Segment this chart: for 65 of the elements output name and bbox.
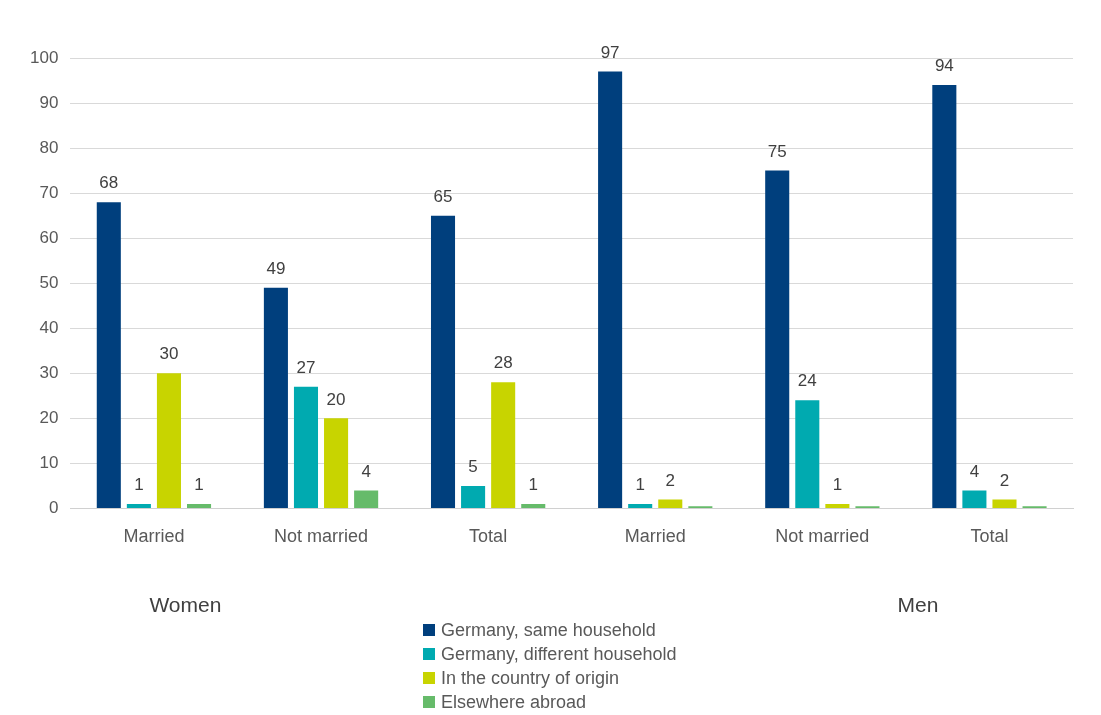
x-tick-label: Not married — [775, 526, 870, 547]
bar — [825, 503, 850, 508]
bar — [598, 71, 623, 508]
y-tick-label: 90 — [39, 92, 59, 112]
x-tick-label: Married — [123, 526, 185, 547]
data-label: 2 — [665, 470, 676, 490]
x-tick-label: Total — [970, 526, 1009, 547]
bar — [962, 490, 987, 508]
bar — [521, 503, 546, 508]
data-label: 1 — [194, 475, 204, 495]
bar — [354, 490, 379, 508]
y-tick-label: 100 — [29, 47, 59, 67]
bar — [992, 499, 1017, 508]
bar — [156, 373, 181, 508]
legend-label: Germany, same household — [441, 619, 656, 642]
legend-label: Germany, different household — [441, 643, 677, 666]
data-label: 4 — [361, 461, 371, 481]
bar — [765, 170, 790, 508]
bar — [795, 400, 820, 508]
data-label: 5 — [468, 457, 478, 477]
data-label: 1 — [635, 475, 645, 495]
data-label: 1 — [528, 475, 538, 495]
bar — [293, 386, 319, 508]
data-label: 30 — [159, 344, 179, 364]
y-tick-label: 10 — [39, 453, 59, 473]
legend-label: In the country of origin — [441, 667, 620, 690]
data-label: 49 — [266, 258, 286, 278]
data-label: 4 — [969, 461, 980, 481]
data-label: 27 — [296, 357, 316, 377]
x-tick-label: Total — [469, 526, 508, 547]
bar — [263, 287, 288, 508]
data-label: 2 — [999, 470, 1010, 490]
x-tick-label: Not married — [274, 526, 369, 547]
data-label: 20 — [326, 389, 346, 409]
data-label: 97 — [600, 42, 620, 62]
y-tick-label: 70 — [39, 182, 59, 202]
bar — [324, 418, 349, 508]
bar — [491, 382, 516, 508]
data-label: 24 — [797, 371, 817, 391]
data-label: 1 — [832, 475, 843, 495]
bar — [96, 202, 121, 508]
y-tick-label: 60 — [39, 227, 59, 247]
legend-label: Elsewhere abroad — [441, 691, 587, 714]
y-tick-label: 30 — [39, 362, 59, 382]
text: Women — [149, 593, 222, 617]
text: Men — [897, 593, 939, 617]
data-label: 28 — [493, 353, 513, 373]
bar — [628, 503, 653, 508]
y-tick-label: 0 — [48, 498, 59, 518]
bar — [658, 499, 683, 508]
y-tick-label: 20 — [39, 408, 59, 428]
bar — [461, 485, 486, 508]
data-label: 65 — [433, 186, 453, 206]
data-label: 1 — [134, 475, 144, 495]
data-label: 94 — [934, 56, 954, 76]
y-tick-label: 50 — [39, 272, 59, 292]
bar — [126, 503, 151, 508]
data-label: 68 — [99, 173, 119, 193]
y-tick-label: 40 — [39, 317, 59, 337]
bar — [430, 215, 456, 508]
bar — [187, 503, 212, 508]
bar — [932, 85, 957, 508]
y-tick-label: 80 — [39, 137, 59, 157]
data-label: 75 — [767, 141, 787, 161]
x-tick-label: Married — [624, 526, 686, 547]
